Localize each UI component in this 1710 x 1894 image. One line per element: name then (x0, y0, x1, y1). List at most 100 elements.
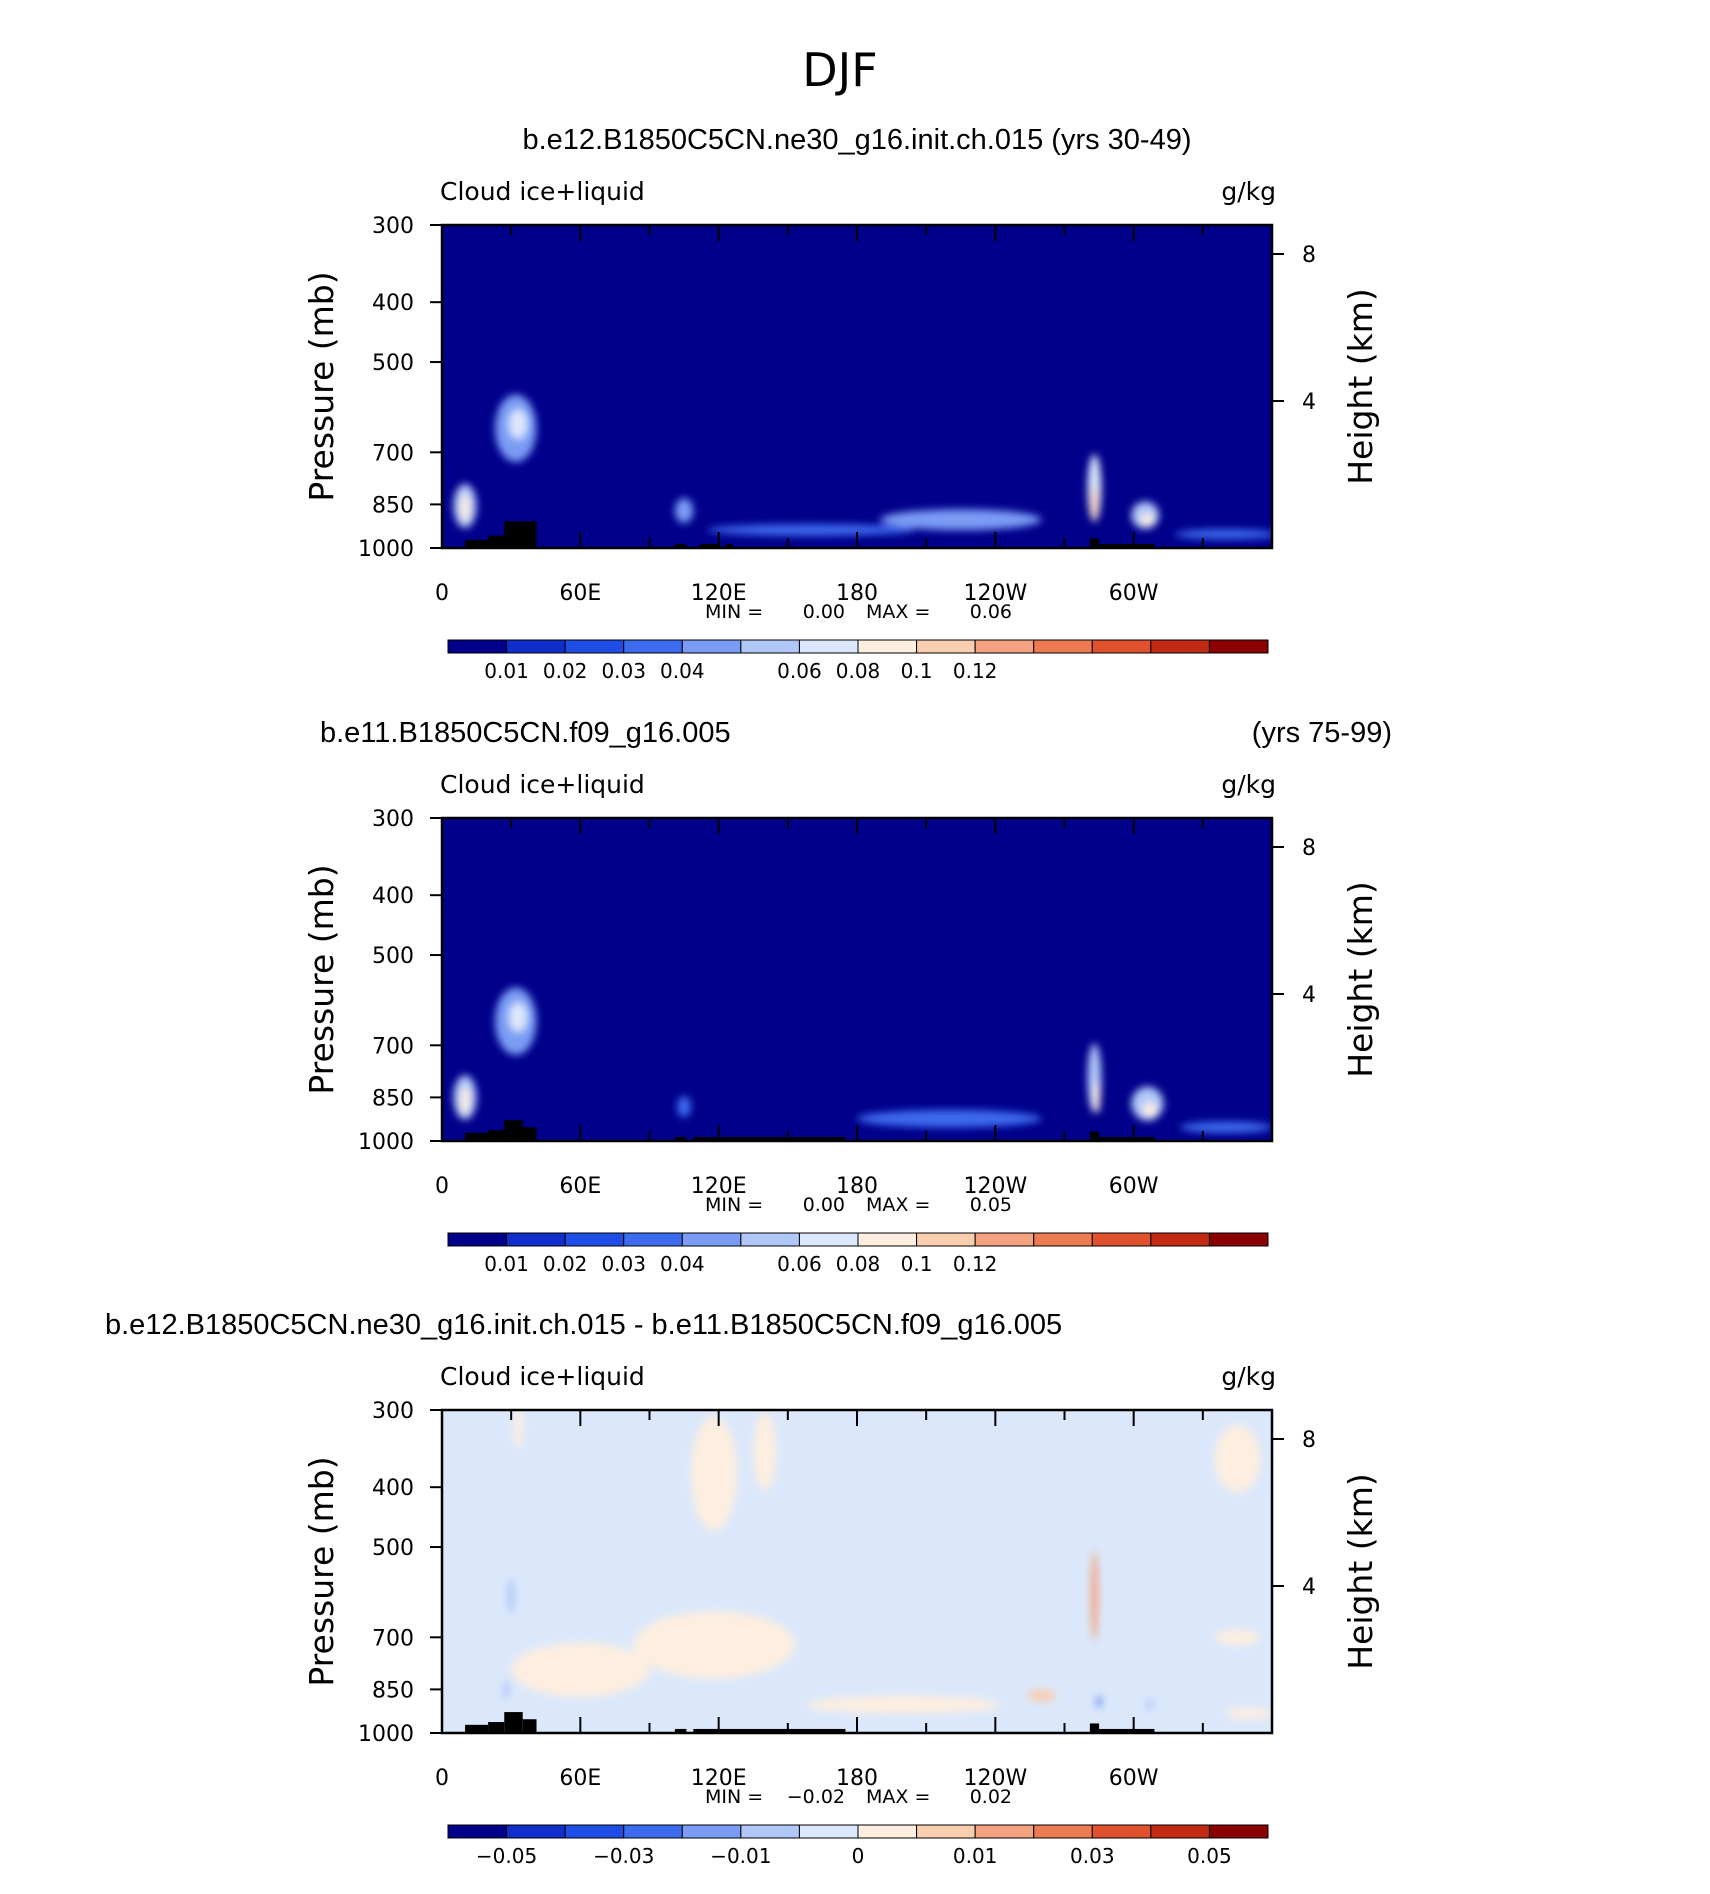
contour-feature (1142, 1102, 1157, 1118)
colorbar-box (506, 639, 566, 654)
panels: b.e12.B1850C5CN.ne30_g16.init.ch.015 (yr… (105, 124, 1392, 1868)
colorbar-box (564, 1232, 625, 1247)
stats-min-value: 0.00 (803, 1194, 845, 1216)
contour-feature (633, 1611, 795, 1679)
y-tick-label: 850 (372, 1678, 414, 1703)
colorbar-box (1091, 639, 1152, 654)
colorbar-box (1150, 1232, 1210, 1247)
contour-feature (1093, 1081, 1101, 1114)
contour-feature (513, 1410, 523, 1448)
topography (522, 1719, 537, 1733)
units-label: g/kg (1221, 177, 1276, 206)
colorbar-label: 0.01 (953, 1844, 998, 1868)
y-tick-label: 300 (372, 214, 414, 239)
y-tick-label: 850 (372, 493, 414, 518)
y-tick-label: 400 (372, 884, 414, 909)
colorbar-label: 0.06 (777, 1252, 822, 1276)
colorbar-box (857, 639, 918, 654)
colorbar-box (798, 639, 859, 654)
colorbar-box (623, 639, 683, 654)
x-tick-label: 120W (963, 581, 1027, 606)
y-right-tick-label: 4 (1302, 390, 1316, 415)
contour-feature (753, 1412, 777, 1490)
panel-title: b.e12.B1850C5CN.ne30_g16.init.ch.015 - b… (105, 1309, 1062, 1341)
y-axis-title: Pressure (mb) (302, 864, 341, 1094)
topography (1089, 1131, 1100, 1141)
x-tick-label: 60E (559, 581, 601, 606)
colorbar-label: 0.06 (777, 659, 822, 683)
contour-feature (1214, 1425, 1261, 1493)
field-contours (453, 987, 1272, 1133)
y-tick-label: 850 (372, 1086, 414, 1111)
colorbar-label: −0.01 (710, 1844, 771, 1868)
x-tick-label: 180 (836, 581, 878, 606)
contour-feature (508, 409, 528, 439)
colorbar: −0.05 −0.03 −0.01 0 0.01 0.03 0.05 (447, 1824, 1269, 1868)
field-contours (503, 1410, 1272, 1720)
topography (504, 1120, 523, 1141)
stats-max-label: MAX = (866, 1786, 930, 1808)
topography (504, 1712, 523, 1733)
topography (465, 1132, 489, 1141)
colorbar: 0.01 0.02 0.03 0.04 0.06 0.08 0.1 0.12 (447, 1232, 1269, 1276)
colorbar-box (1033, 639, 1093, 654)
colorbar-box (1033, 1232, 1093, 1247)
panel-1: b.e12.B1850C5CN.ne30_g16.init.ch.015 (yr… (302, 124, 1380, 683)
stats-min-label: MIN = (705, 1194, 763, 1216)
topography (465, 539, 489, 548)
colorbar-label: 0 (852, 1844, 865, 1868)
colorbar-box (1150, 639, 1210, 654)
field (442, 818, 1272, 1141)
topography (693, 1136, 846, 1141)
colorbar-label: −0.03 (593, 1844, 654, 1868)
y-axis-title: Pressure (mb) (302, 1456, 341, 1686)
y-tick-label: 700 (372, 441, 414, 466)
x-tick-label: 120E (691, 581, 747, 606)
colorbar-box (447, 1232, 508, 1247)
topography (488, 535, 505, 548)
left-string: Cloud ice+liquid (440, 1362, 645, 1391)
stats-min-label: MIN = (705, 601, 763, 623)
x-tick-label: 0 (435, 1766, 449, 1791)
field-contours (453, 394, 1272, 540)
colorbar-box (916, 639, 976, 654)
stats-max-label: MAX = (866, 1194, 930, 1216)
y-tick-label: 300 (372, 807, 414, 832)
contour-feature (707, 524, 915, 536)
x-tick-label: 120W (963, 1174, 1027, 1199)
contour-feature (674, 498, 694, 523)
colorbar-box (1091, 1824, 1152, 1839)
topography (1089, 1723, 1100, 1733)
units-label: g/kg (1221, 770, 1276, 799)
topography (1099, 1136, 1155, 1141)
topography (700, 543, 719, 548)
contour-feature (1140, 513, 1155, 526)
colorbar-box (974, 639, 1035, 654)
contour-feature (503, 1679, 510, 1699)
y-right-tick-label: 8 (1302, 243, 1316, 268)
units-label: g/kg (1221, 1362, 1276, 1391)
left-string: Cloud ice+liquid (440, 770, 645, 799)
contour-feature (508, 1002, 528, 1032)
colorbar-box (1150, 1824, 1210, 1839)
contour-feature (1179, 1121, 1272, 1133)
figure-suptitle: DJF (802, 43, 877, 97)
colorbar-label: 0.04 (660, 659, 705, 683)
contour-feature (1091, 487, 1098, 522)
y-right-axis-title: Height (km) (1341, 881, 1380, 1078)
x-tick-label: 120E (691, 1174, 747, 1199)
panel-2: b.e11.B1850C5CN.f09_g16.005 (yrs 75-99) Cl… (302, 717, 1392, 1276)
colorbar-label: 0.01 (484, 659, 529, 683)
topography (504, 521, 537, 548)
x-tick-label: 60E (559, 1766, 601, 1791)
colorbar-box (681, 639, 742, 654)
y-tick-label: 700 (372, 1626, 414, 1651)
colorbar-box (1208, 639, 1269, 654)
colorbar-label: 0.02 (543, 659, 588, 683)
x-tick-label: 180 (836, 1174, 878, 1199)
colorbar-box (798, 1232, 859, 1247)
panel-title: b.e11.B1850C5CN.f09_g16.005 (320, 717, 731, 749)
x-tick-label: 60E (559, 1174, 601, 1199)
field (442, 1410, 1272, 1733)
